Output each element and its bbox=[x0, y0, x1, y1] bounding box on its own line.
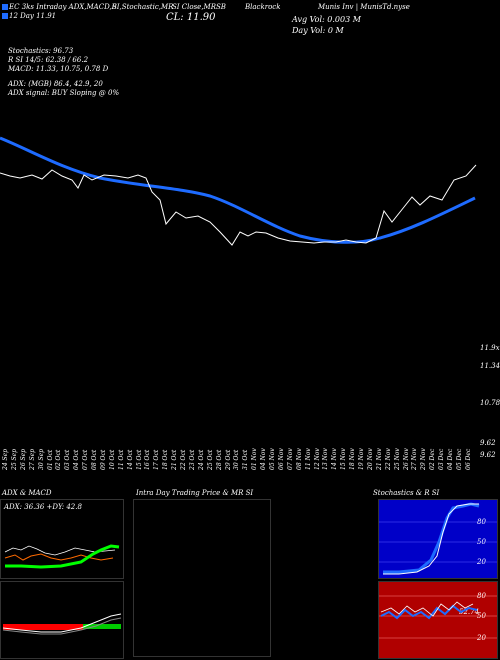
date-label: 12 Nov bbox=[313, 448, 321, 470]
date-label: 29 Oct bbox=[224, 449, 232, 470]
date-label: 07 Nov bbox=[286, 448, 294, 470]
header-mid1: SI,Stochastic,MR bbox=[112, 3, 174, 11]
date-label: 01 Oct bbox=[46, 449, 54, 470]
date-label: 05 Dec bbox=[455, 448, 463, 470]
adx-lines bbox=[4, 544, 120, 569]
date-label: 14 Oct bbox=[126, 449, 134, 470]
date-label: 31 Oct bbox=[242, 449, 250, 470]
rsi-panel: 80 50 20 52.74 bbox=[378, 581, 498, 659]
date-label: 06 Dec bbox=[464, 448, 472, 470]
price-tick-5: 9.62 bbox=[480, 451, 496, 459]
header-left1: EC 3ks Intraday ADX,MACD,B bbox=[9, 3, 117, 11]
date-label: 14 Nov bbox=[331, 448, 339, 470]
close-label: CL: 11.90 bbox=[166, 12, 216, 23]
date-label: 13 Nov bbox=[322, 448, 330, 470]
adx-panel-value: ADX: 36.36 +DY: 42.8 bbox=[4, 503, 82, 511]
date-label: 03 Oct bbox=[64, 449, 72, 470]
date-label: 04 Oct bbox=[73, 449, 81, 470]
rsi-current-label: 52.74 bbox=[459, 608, 480, 616]
date-label: 18 Oct bbox=[162, 449, 170, 470]
avg-volume: Avg Vol: 0.003 M bbox=[292, 15, 361, 24]
adx-panel: ADX: 36.36 +DY: 42.8 bbox=[0, 499, 124, 579]
adx-panel-title: ADX & MACD bbox=[2, 489, 52, 497]
date-label: 03 Dec bbox=[438, 448, 446, 470]
price-tick-4: 9.62 bbox=[480, 439, 496, 447]
date-label: 17 Oct bbox=[153, 449, 161, 470]
date-label: 15 Oct bbox=[135, 449, 143, 470]
date-label: 25 Sep bbox=[10, 448, 18, 470]
date-label: 19 Nov bbox=[358, 448, 365, 470]
header-line1: EC 3ks Intraday ADX,MACD,B bbox=[2, 3, 117, 11]
intraday-panel bbox=[133, 499, 271, 657]
date-label: 23 Oct bbox=[188, 449, 196, 470]
rsi-value: R SI 14/5: 62.38 / 66.2 bbox=[8, 56, 89, 64]
date-label: 10 Oct bbox=[108, 449, 116, 470]
date-label: 08 Oct bbox=[91, 449, 98, 470]
rsi-lines bbox=[379, 595, 497, 639]
legend-square-icon bbox=[2, 4, 8, 10]
candlestick-chart bbox=[0, 0, 500, 300]
date-label: 01 Nov bbox=[251, 448, 259, 470]
date-label: 02 Dec bbox=[429, 448, 437, 470]
date-label: 24 Oct bbox=[197, 449, 205, 470]
stochastics-value: Stochastics: 96.73 bbox=[8, 47, 74, 55]
date-label: 11 Oct bbox=[117, 449, 125, 470]
main-price-chart bbox=[0, 136, 477, 246]
header-left2: 12 Day 11.91 bbox=[9, 12, 57, 20]
date-label: 21 Oct bbox=[171, 449, 179, 470]
date-label: 25 Nov bbox=[393, 448, 401, 470]
date-label: 05 Nov bbox=[269, 448, 276, 470]
date-label: 29 Nov bbox=[420, 448, 428, 470]
date-label: 26 Sep bbox=[19, 448, 27, 470]
date-label: 07 Oct bbox=[82, 449, 90, 470]
date-label: 18 Nov bbox=[349, 448, 357, 470]
date-label: 09 Oct bbox=[99, 449, 107, 470]
date-label: 04 Dec bbox=[447, 448, 454, 470]
day-volume: Day Vol: 0 M bbox=[292, 26, 344, 35]
macd-value: MACD: 11.33, 10.75, 0.78 D bbox=[8, 65, 109, 73]
stochastic-lines bbox=[379, 502, 497, 575]
macd-bars bbox=[2, 613, 122, 635]
date-label: 24 Sep bbox=[2, 448, 9, 470]
price-tick-1: 11.9x bbox=[480, 344, 500, 352]
date-label: 06 Nov bbox=[277, 448, 285, 470]
header-line2: 12 Day 11.91 bbox=[2, 12, 56, 20]
date-label: 21 Nov bbox=[375, 448, 383, 470]
date-label: 27 Sep bbox=[28, 448, 36, 470]
price-tick-2: 11.34 bbox=[480, 362, 500, 370]
adx-value: ADX: (MGB) 86.4, 42.9, 20 bbox=[8, 80, 103, 88]
date-label: 26 Nov bbox=[402, 448, 410, 470]
header-right2: Munis Inv | MunisTd.nyse bbox=[318, 3, 410, 11]
date-label: 22 Nov bbox=[384, 448, 392, 470]
header-right1: Blackrock bbox=[245, 3, 281, 11]
stochastics-panel-title: Stochastics & R SI bbox=[373, 489, 440, 497]
date-label: 27 Nov bbox=[411, 448, 419, 470]
macd-panel bbox=[0, 581, 124, 659]
date-label: 16 Oct bbox=[144, 449, 152, 470]
price-tick-3: 10.78 bbox=[480, 399, 500, 407]
intraday-panel-title: Intra Day Trading Price & MR SI bbox=[136, 489, 254, 497]
date-label: 25 Oct bbox=[206, 449, 214, 470]
date-label: 15 Nov bbox=[340, 448, 348, 470]
date-label: 20 Nov bbox=[366, 448, 374, 470]
date-label: 08 Nov bbox=[295, 448, 303, 470]
date-label: 04 Nov bbox=[260, 448, 268, 470]
stochastics-panel: 80 50 20 bbox=[378, 499, 498, 579]
date-label: 30 Oct bbox=[233, 449, 241, 470]
date-label: 02 Oct bbox=[55, 449, 63, 470]
adx-signal: ADX signal: BUY Sloping @ 0% bbox=[8, 89, 120, 97]
legend-square-icon bbox=[2, 13, 8, 19]
date-label: 30 Sep bbox=[37, 448, 45, 470]
moving-average-line bbox=[0, 136, 476, 244]
date-label: 28 Oct bbox=[215, 449, 223, 470]
date-label: 11 Nov bbox=[304, 448, 312, 470]
price-line bbox=[0, 164, 477, 246]
header-mid2: SI Close,MRSB bbox=[172, 3, 226, 11]
date-label: 22 Oct bbox=[180, 449, 187, 470]
